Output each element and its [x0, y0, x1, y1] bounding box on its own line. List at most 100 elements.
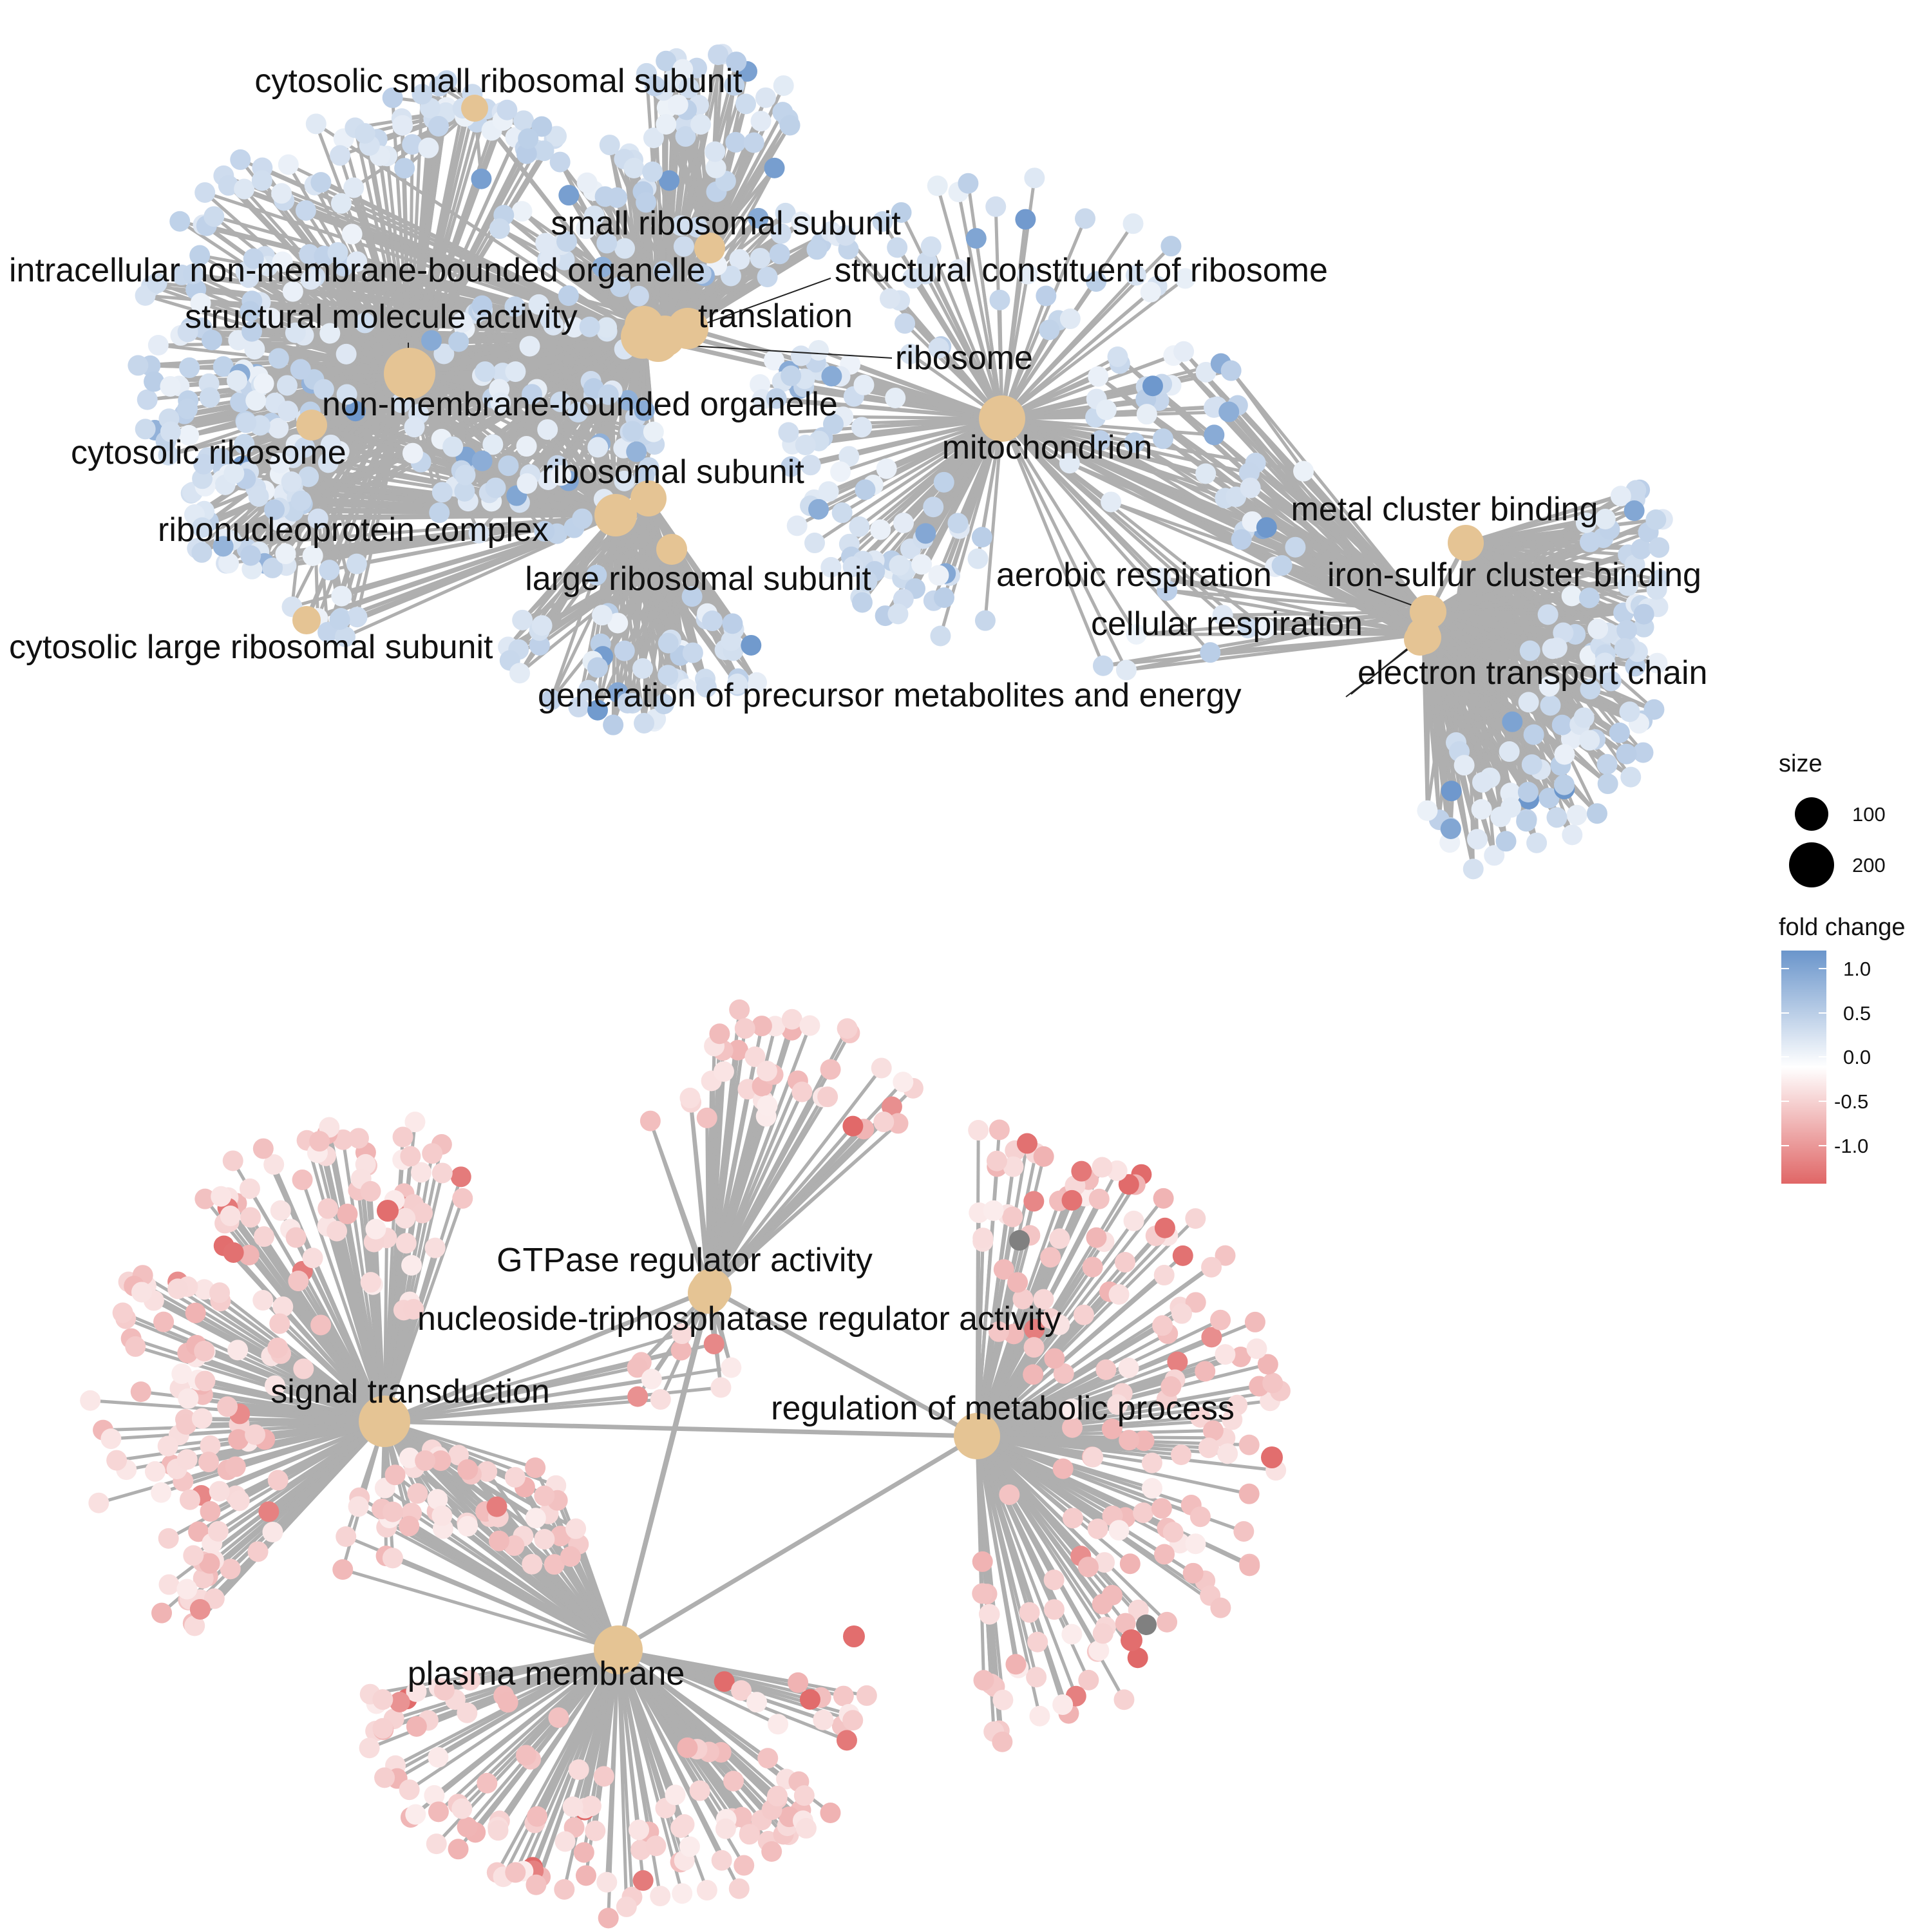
- gene-node: [112, 1302, 133, 1323]
- gene-node: [900, 343, 921, 365]
- gene-node: [690, 114, 712, 135]
- gene-node: [1616, 620, 1638, 641]
- gene-node: [519, 336, 540, 357]
- gene-node: [853, 374, 875, 395]
- gene-node: [550, 391, 571, 412]
- gene-node: [451, 1798, 473, 1819]
- edge: [1126, 632, 1424, 672]
- gene-node: [1019, 1602, 1040, 1623]
- gene-node: [327, 242, 348, 263]
- gene-node: [240, 301, 261, 322]
- gene-node: [580, 1795, 601, 1817]
- edge: [616, 1289, 714, 1651]
- gene-node: [1587, 618, 1609, 639]
- gene-node: [382, 1501, 403, 1522]
- edge: [617, 1649, 806, 1797]
- gene-node: [549, 151, 571, 173]
- edge: [707, 1122, 900, 1294]
- gene-node: [1140, 281, 1161, 303]
- gene-node: [477, 1461, 498, 1482]
- gene-node: [757, 267, 778, 288]
- gene-node: [1561, 585, 1582, 607]
- gene-node: [795, 435, 816, 456]
- gene-node-na: [1009, 1230, 1030, 1251]
- gene-node: [1088, 1640, 1110, 1662]
- term-label-ribo: ribosome: [895, 339, 1033, 377]
- gene-node: [721, 1357, 742, 1378]
- term-node-rsub: [630, 480, 667, 516]
- gene-node: [194, 1370, 216, 1392]
- gene-node: [835, 225, 856, 246]
- gene-node: [302, 545, 323, 567]
- gene-node: [1200, 642, 1221, 663]
- gene-node: [1119, 1430, 1140, 1451]
- gene-node: [1062, 1508, 1083, 1529]
- gene-node: [442, 436, 464, 457]
- gene-node: [450, 1166, 471, 1188]
- edge: [647, 497, 734, 625]
- gene-node: [1002, 1206, 1023, 1227]
- gene-node: [1118, 1357, 1139, 1378]
- gene-node: [1210, 1597, 1231, 1618]
- gene-node: [310, 1314, 332, 1336]
- gene-node: [179, 357, 200, 379]
- gene-node: [1610, 486, 1631, 507]
- gene-node: [418, 137, 439, 158]
- edge: [616, 1649, 629, 1908]
- edge: [1160, 576, 1424, 636]
- gene-node: [781, 365, 802, 386]
- gene-node: [617, 692, 638, 714]
- gene-node: [656, 50, 677, 71]
- term-node-sma: [384, 348, 435, 399]
- gene-node: [512, 609, 533, 630]
- edge: [600, 498, 650, 616]
- gene-node: [643, 421, 664, 442]
- gene-node: [171, 1363, 193, 1385]
- gene-node: [1643, 699, 1665, 720]
- gene-node: [560, 1546, 581, 1567]
- gene-node: [372, 1718, 393, 1739]
- edge: [1000, 274, 1029, 419]
- gene-node: [872, 211, 893, 232]
- gene-node: [336, 343, 357, 365]
- gene-node: [842, 1115, 864, 1137]
- gene-node: [455, 464, 476, 486]
- gene-node: [302, 1247, 323, 1269]
- gene-node: [242, 321, 263, 342]
- gene-node: [567, 402, 589, 423]
- gene-node: [486, 1496, 507, 1517]
- edge: [314, 123, 412, 374]
- term-label-cssu: cytosolic small ribosomal subunit: [254, 62, 743, 100]
- gene-node: [1119, 1553, 1141, 1575]
- gene-node: [534, 520, 555, 542]
- edge: [1001, 417, 1212, 654]
- gene-node: [616, 1896, 637, 1917]
- gene-node: [1238, 1434, 1260, 1455]
- gene-node: [761, 1841, 782, 1862]
- gene-node: [511, 201, 533, 222]
- edge: [384, 1332, 683, 1423]
- gene-node: [1005, 1654, 1027, 1675]
- gene-node: [1108, 1284, 1130, 1305]
- edge: [1428, 521, 1587, 614]
- gene-node: [974, 610, 996, 631]
- gene-node: [531, 116, 553, 137]
- gene-node: [211, 448, 232, 469]
- gene-node: [724, 75, 745, 96]
- edge: [614, 515, 670, 676]
- gene-node: [220, 1558, 241, 1580]
- gene-node: [239, 1178, 260, 1199]
- gene-node: [1647, 652, 1668, 674]
- gene-node: [151, 1602, 173, 1624]
- gene-node: [1026, 1667, 1047, 1688]
- gene-node: [1175, 268, 1196, 289]
- edge: [647, 498, 670, 643]
- gene-node: [354, 123, 375, 144]
- gene-node: [795, 1817, 817, 1839]
- gene-node: [673, 236, 694, 257]
- gene-node: [1024, 1319, 1045, 1340]
- edge: [235, 1419, 385, 1468]
- edge: [247, 1254, 386, 1423]
- colorbar-tick-0.0: 0.0: [1843, 1046, 1871, 1068]
- gene-node: [799, 1689, 820, 1710]
